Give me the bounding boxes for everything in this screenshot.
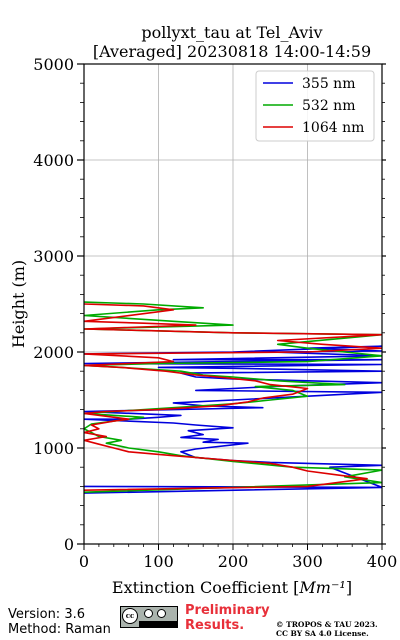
chart-title: pollyxt_tau at Tel_Aviv: [141, 23, 322, 42]
y-tick-label: 0: [64, 535, 74, 554]
x-tick-label: 0: [79, 552, 89, 571]
x-tick-label: 100: [143, 552, 174, 571]
x-tick-label: 200: [218, 552, 249, 571]
legend: 355 nm 532 nm 1064 nm: [255, 70, 375, 142]
version-label: Version: 3.6: [8, 607, 85, 622]
y-tick-label: 5000: [33, 55, 74, 74]
copyright-line-2: CC BY SA 4.0 License.: [276, 629, 369, 638]
preliminary-line-1: Preliminary: [185, 603, 270, 618]
copyright-line-1: © TROPOS & TAU 2023.: [276, 620, 378, 629]
y-tick-label: 1000: [33, 439, 74, 458]
legend-label: 532 nm: [302, 98, 355, 114]
legend-box: [255, 70, 375, 142]
y-tick-label: 3000: [33, 247, 74, 266]
method-label: Method: Raman: [8, 622, 111, 637]
plot-lines: [84, 301, 382, 494]
series-line-1064-nm: [84, 303, 382, 491]
x-tick-label: 400: [367, 552, 398, 571]
chart-subtitle: [Averaged] 20230818 14:00-14:59: [93, 42, 371, 61]
y-tick-label: 2000: [33, 343, 74, 362]
legend-label: 1064 nm: [302, 120, 364, 136]
cc-by-sa-badge-icon: cc: [120, 606, 178, 628]
y-axis-label: Height (m): [9, 260, 28, 348]
legend-label: 355 nm: [302, 76, 355, 92]
x-tick-label: 300: [292, 552, 323, 571]
y-tick-label: 4000: [33, 151, 74, 170]
preliminary-line-2: Results.: [185, 618, 245, 633]
x-axis-label: Extinction Coefficient [Mm⁻¹]: [112, 578, 352, 597]
